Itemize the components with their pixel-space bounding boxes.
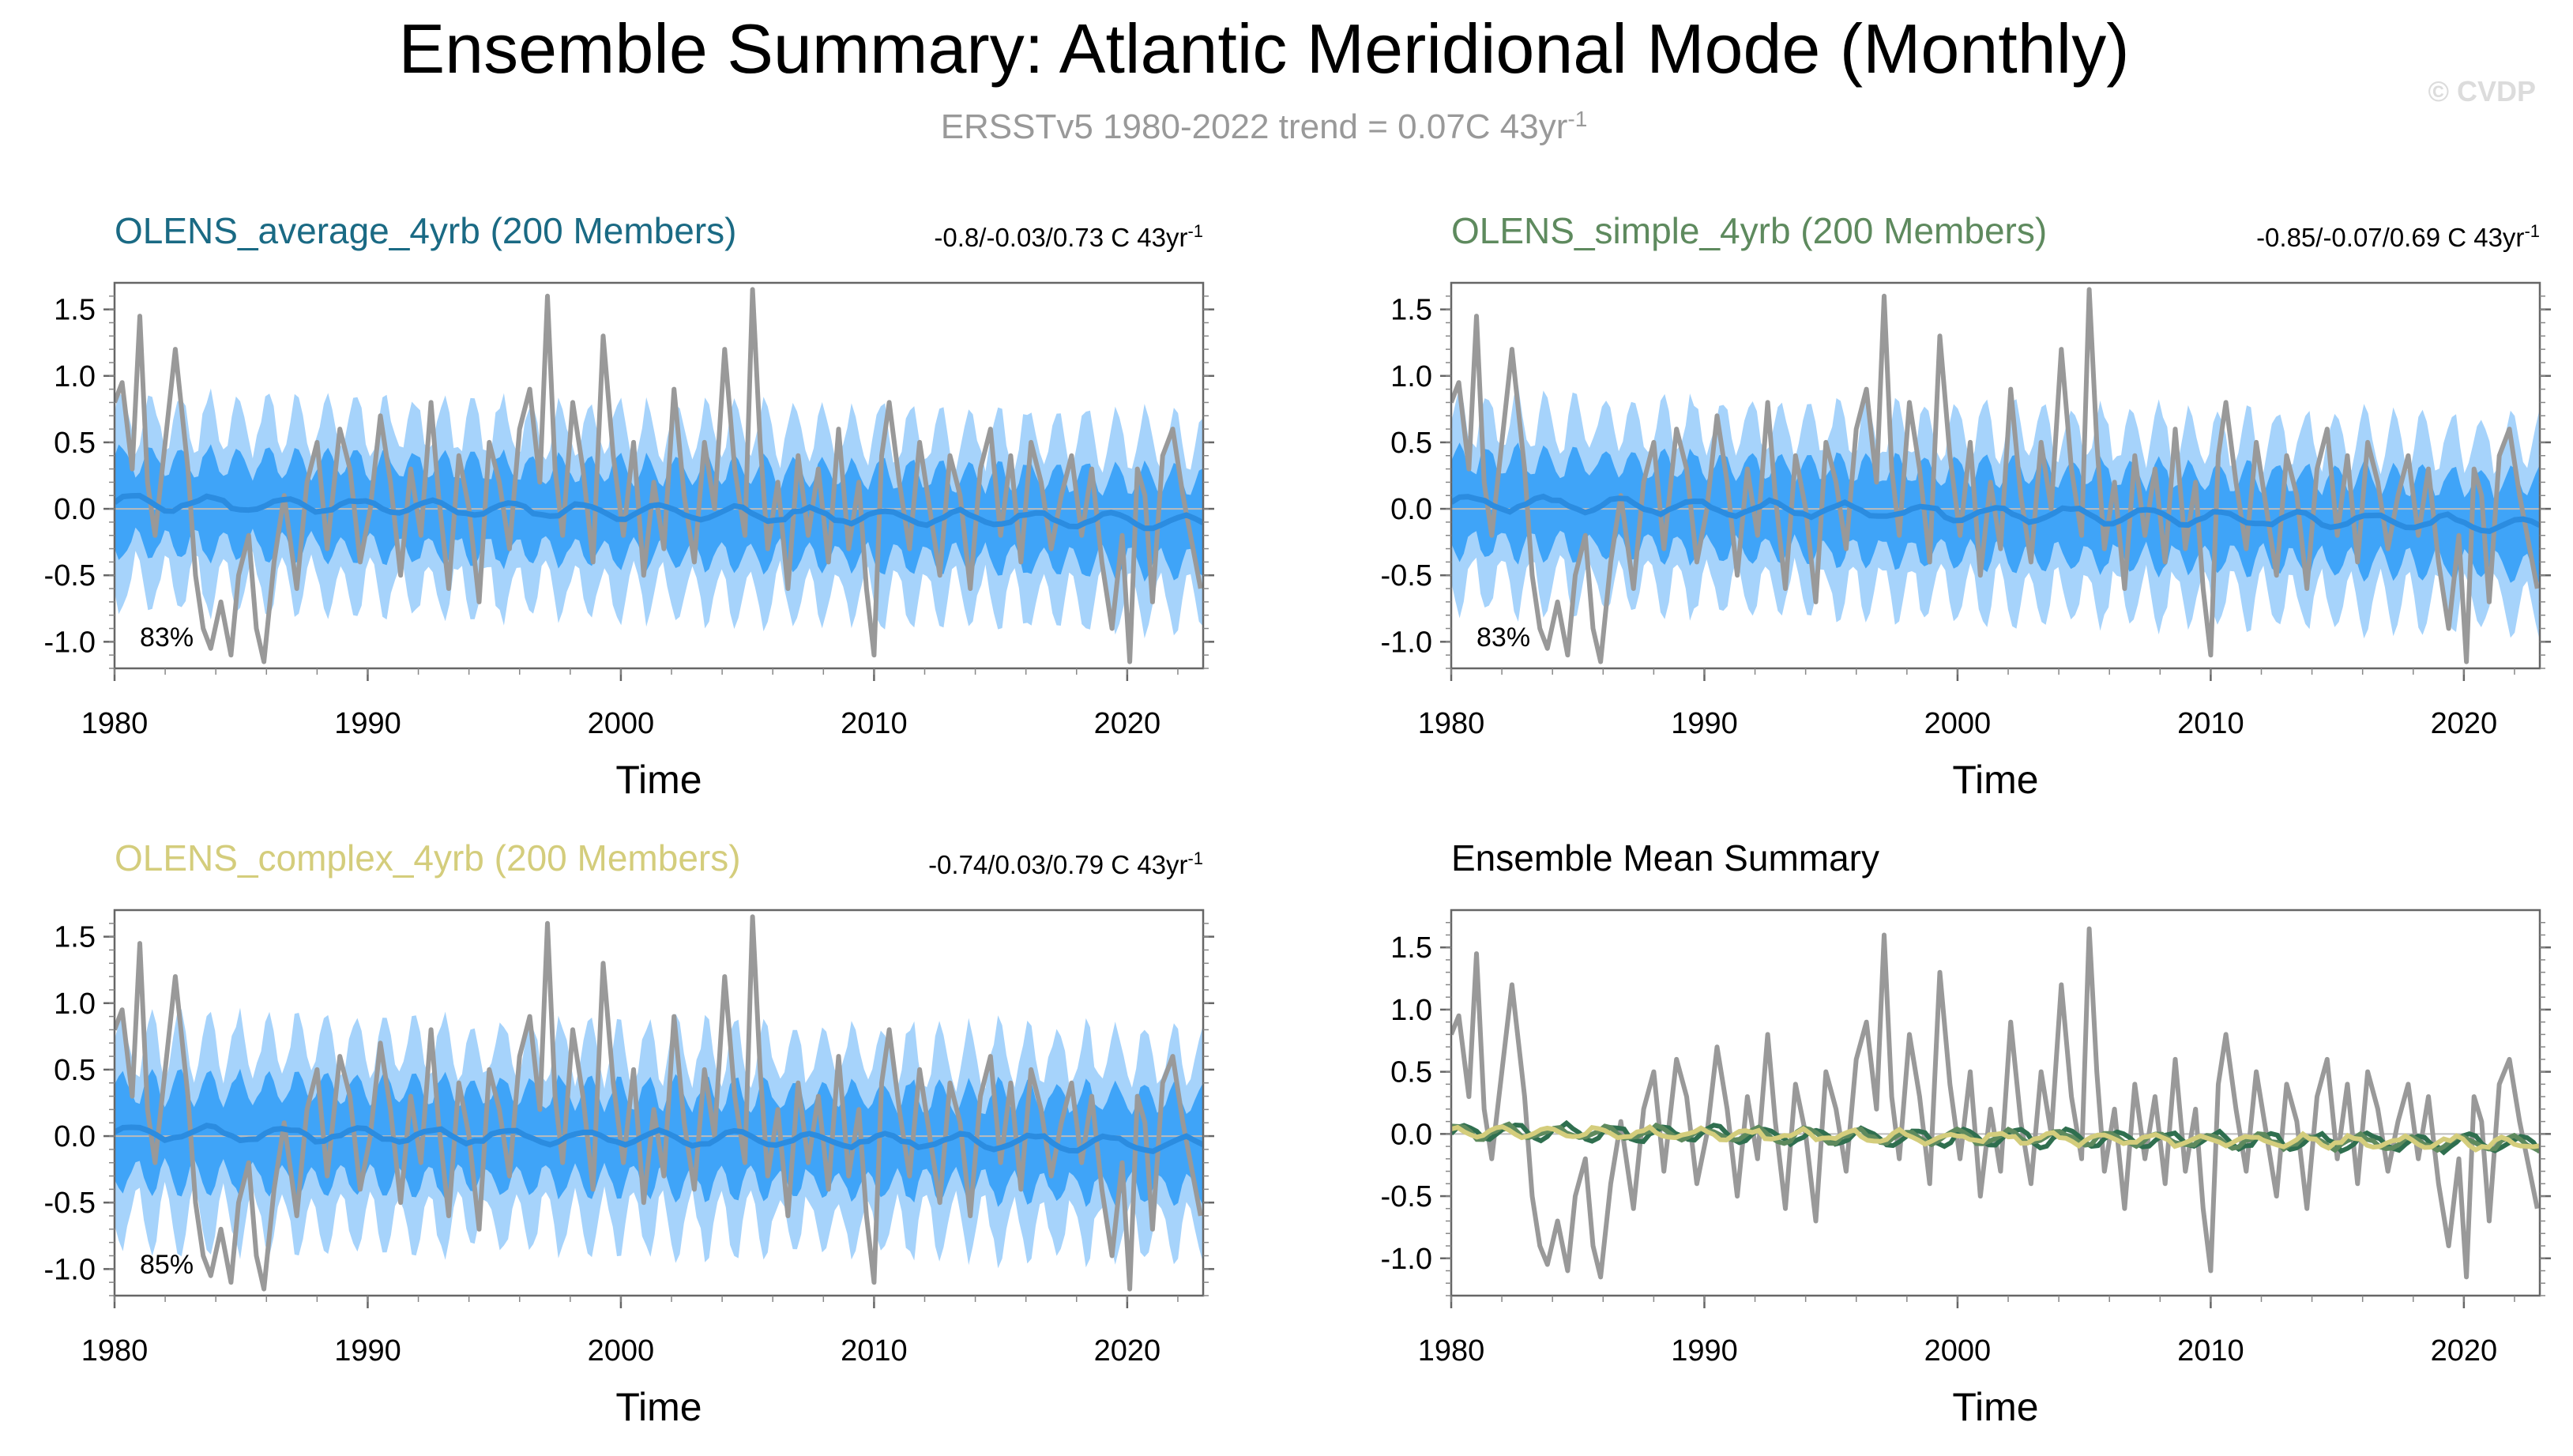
y-tick-label: 0.0 [54, 1120, 96, 1153]
x-tick-label: 1980 [81, 1334, 149, 1368]
x-tick-label: 2010 [2177, 707, 2244, 740]
observed-series-line [1451, 926, 2540, 1280]
y-tick-label: 0.5 [54, 1054, 96, 1087]
plot-frame [113, 909, 1205, 1297]
panel-title: OLENS_average_4yrb (200 Members) [115, 210, 736, 251]
x-tick-label: 2020 [2431, 1334, 2498, 1368]
x-tick-label: 2000 [1924, 1334, 1992, 1368]
copyright-watermark: © CVDP [2428, 75, 2536, 107]
x-tick-label: 2010 [841, 707, 908, 740]
panel-title: Ensemble Mean Summary [1451, 837, 1879, 878]
y-tick-label: -1.0 [1381, 1243, 1432, 1276]
percent-within-spread-label: 83% [1476, 623, 1530, 653]
y-tick-label: -1.0 [44, 626, 96, 659]
x-tick-label: 2010 [2177, 1334, 2244, 1368]
y-tick-label: 0.5 [1390, 427, 1432, 460]
y-tick-label: -0.5 [44, 559, 96, 593]
y-tick-label: 1.5 [54, 921, 96, 954]
y-tick-label: 0.0 [1390, 1118, 1432, 1151]
plot-frame [113, 281, 1205, 670]
y-tick-label: 1.5 [1390, 294, 1432, 327]
panel-complex: 1.5 1.0 0.5 0.0 -0.5 -1.0 1980 1990 2000 2010 2020… [44, 837, 1214, 1429]
percent-within-spread-label: 85% [140, 1250, 194, 1280]
observed-series-line [1451, 287, 2540, 664]
plot-frame [1450, 281, 2541, 670]
x-tick-label: 1980 [1418, 1334, 1485, 1368]
x-axis-label: Time [615, 1385, 702, 1429]
y-tick-label: -0.5 [1381, 559, 1432, 593]
x-tick-label: 2020 [1094, 1334, 1161, 1368]
x-tick-label: 1990 [334, 707, 401, 740]
plot-area [1451, 926, 2540, 1280]
y-tick-label: 1.5 [54, 294, 96, 327]
y-tick-label: 0.5 [54, 427, 96, 460]
y-tick-label: 1.0 [54, 988, 96, 1021]
ensemble-mean-line-3 [1451, 1123, 2540, 1153]
trend-range-label: -0.74/0.03/0.79 C 43yr-1 [928, 848, 1203, 880]
panel-title: OLENS_simple_4yrb (200 Members) [1451, 210, 2047, 251]
y-tick-label: -1.0 [1381, 626, 1432, 659]
chart-panels: 1.5 1.0 0.5 0.0 -0.5 -1.0 1980 1990 2000 2010 2020… [44, 210, 2551, 1429]
trend-range-label: -0.8/-0.03/0.73 C 43yr-1 [934, 221, 1203, 253]
y-tick-label: 1.0 [1390, 994, 1432, 1027]
x-tick-label: 2000 [588, 1334, 655, 1368]
x-tick-label: 1980 [81, 707, 149, 740]
x-axis-label: Time [1952, 1385, 2038, 1429]
plot-area [115, 287, 1203, 664]
y-tick-label: 1.0 [54, 360, 96, 393]
plot-area [1451, 287, 2540, 664]
x-tick-label: 1990 [1671, 1334, 1738, 1368]
x-axis-label: Time [615, 758, 702, 802]
ensemble-mean-line [115, 492, 1203, 532]
y-tick-label: 0.0 [54, 493, 96, 526]
x-tick-label: 2000 [1924, 707, 1992, 740]
panel-title: OLENS_complex_4yrb (200 Members) [115, 837, 741, 878]
panel-summary: 1.5 1.0 0.5 0.0 -0.5 -1.0 1980 1990 2000 2010 2020… [1381, 837, 2551, 1429]
plot-frame [1450, 909, 2541, 1297]
x-tick-label: 2020 [1094, 707, 1161, 740]
figure-title: Ensemble Summary: Atlantic Meridional Mo… [398, 9, 2129, 88]
y-tick-label: -0.5 [44, 1187, 96, 1220]
x-tick-label: 2020 [2431, 707, 2498, 740]
trend-range-label: -0.85/-0.07/0.69 C 43yr-1 [2256, 221, 2540, 253]
x-tick-label: 2000 [588, 707, 655, 740]
x-tick-label: 1980 [1418, 707, 1485, 740]
plot-area [115, 914, 1203, 1292]
ensemble-mean-line [115, 1122, 1203, 1155]
x-tick-label: 2010 [841, 1334, 908, 1368]
observed-series-line [115, 914, 1203, 1292]
panel-average: 1.5 1.0 0.5 0.0 -0.5 -1.0 1980 1990 2000 2010 2020… [44, 210, 1214, 802]
observed-series-line [115, 287, 1203, 664]
y-tick-label: -0.5 [1381, 1180, 1432, 1213]
figure-subtitle: ERSSTv5 1980-2022 trend = 0.07C 43yr-1 [941, 107, 1588, 147]
y-tick-label: 0.5 [1390, 1056, 1432, 1089]
y-tick-label: 1.0 [1390, 360, 1432, 393]
y-tick-label: -1.0 [44, 1253, 96, 1286]
x-axis-label: Time [1952, 758, 2038, 802]
x-tick-label: 1990 [1671, 707, 1738, 740]
panel-simple: 1.5 1.0 0.5 0.0 -0.5 -1.0 1980 1990 2000 2010 2020… [1381, 210, 2551, 802]
y-tick-label: 1.5 [1390, 931, 1432, 965]
percent-within-spread-label: 83% [140, 623, 194, 653]
ensemble-mean-line [1451, 493, 2540, 534]
y-tick-label: 0.0 [1390, 493, 1432, 526]
x-tick-label: 1990 [334, 1334, 401, 1368]
